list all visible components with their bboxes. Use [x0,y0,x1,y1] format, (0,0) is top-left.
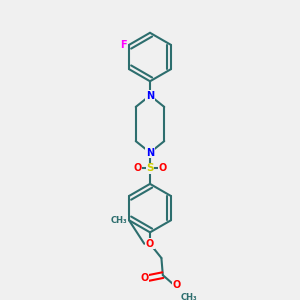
Text: CH₃: CH₃ [180,293,197,300]
Text: N: N [146,148,154,158]
Text: CH₃: CH₃ [111,216,127,225]
Text: F: F [120,40,127,50]
Text: O: O [133,163,141,173]
Text: O: O [159,163,167,173]
Text: O: O [146,239,154,249]
Text: N: N [146,91,154,100]
Text: S: S [146,163,154,173]
Text: O: O [140,273,148,283]
Text: O: O [173,280,181,290]
